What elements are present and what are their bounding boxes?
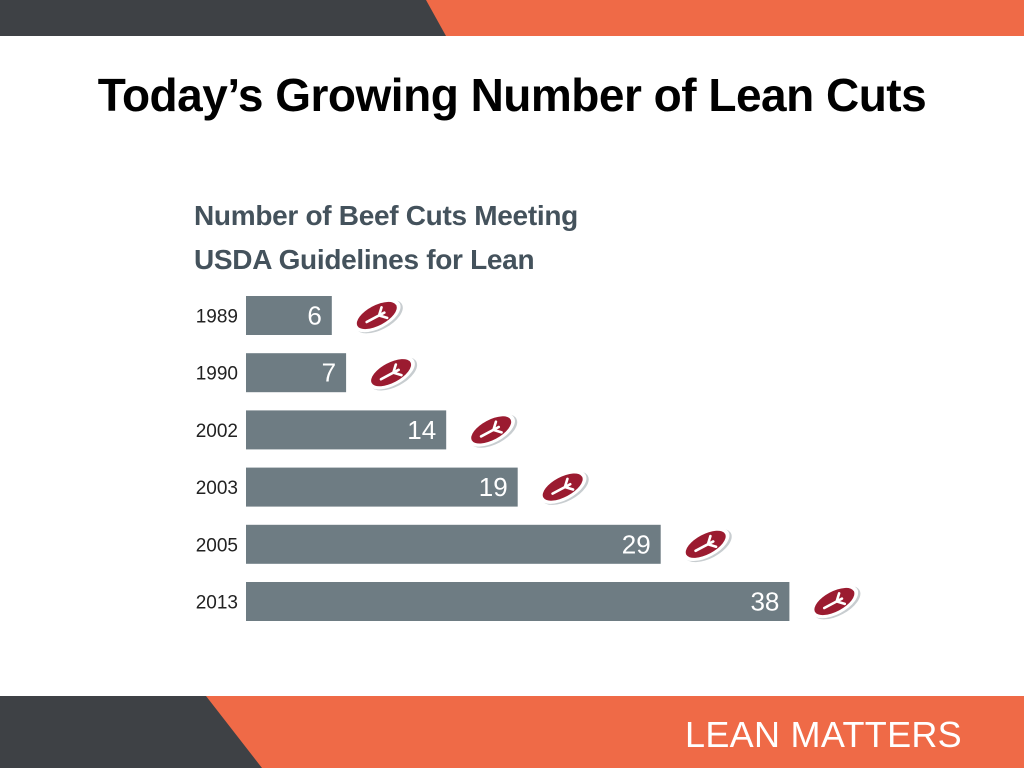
steak-icon bbox=[810, 584, 861, 620]
steak-icon bbox=[467, 413, 518, 448]
steak-bone bbox=[479, 420, 503, 438]
steak-bone bbox=[379, 363, 403, 381]
bar-row: 1990 7 bbox=[196, 353, 418, 393]
steak-icon bbox=[538, 470, 589, 505]
bottom-band bbox=[0, 696, 1024, 768]
slide-title: Today’s Growing Number of Lean Cuts bbox=[97, 69, 927, 121]
bar-row: 2002 14 bbox=[196, 410, 518, 450]
chart-title-line-1: Number of Beef Cuts Meeting bbox=[194, 200, 578, 231]
steak-icon bbox=[353, 298, 403, 334]
chart-title-line-2: USDA Guidelines for Lean bbox=[194, 244, 535, 275]
value-label: 38 bbox=[750, 587, 779, 617]
category-label: 1989 bbox=[196, 307, 238, 328]
footer-text: LEAN MATTERS bbox=[685, 714, 962, 755]
steak-icon bbox=[681, 527, 732, 563]
category-label: 1990 bbox=[196, 364, 238, 385]
bar-row: 2005 29 bbox=[196, 524, 732, 564]
value-label: 6 bbox=[307, 301, 321, 331]
top-band bbox=[0, 0, 1024, 36]
bar-row: 1989 6 bbox=[196, 296, 403, 335]
chart-title: Number of Beef Cuts Meeting USDA Guideli… bbox=[194, 194, 794, 282]
category-label: 2013 bbox=[196, 593, 238, 614]
value-label: 14 bbox=[407, 415, 436, 445]
steak-bone bbox=[694, 534, 718, 553]
bar-row: 2003 19 bbox=[196, 467, 589, 507]
steak-icon bbox=[367, 355, 418, 391]
bar bbox=[246, 353, 347, 393]
steak-bone bbox=[551, 477, 575, 495]
bar bbox=[246, 524, 661, 564]
bar bbox=[246, 582, 790, 621]
steak-bone bbox=[365, 306, 389, 324]
bar bbox=[246, 410, 447, 450]
value-label: 29 bbox=[622, 529, 651, 559]
bar-row: 2013 38 bbox=[196, 582, 861, 621]
bar bbox=[246, 467, 518, 507]
category-label: 2002 bbox=[196, 421, 238, 442]
value-label: 19 bbox=[479, 472, 508, 502]
bar bbox=[246, 296, 332, 335]
category-label: 2003 bbox=[196, 478, 238, 499]
category-label: 2005 bbox=[196, 535, 238, 556]
steak-bone bbox=[822, 592, 847, 610]
value-label: 7 bbox=[322, 358, 336, 388]
